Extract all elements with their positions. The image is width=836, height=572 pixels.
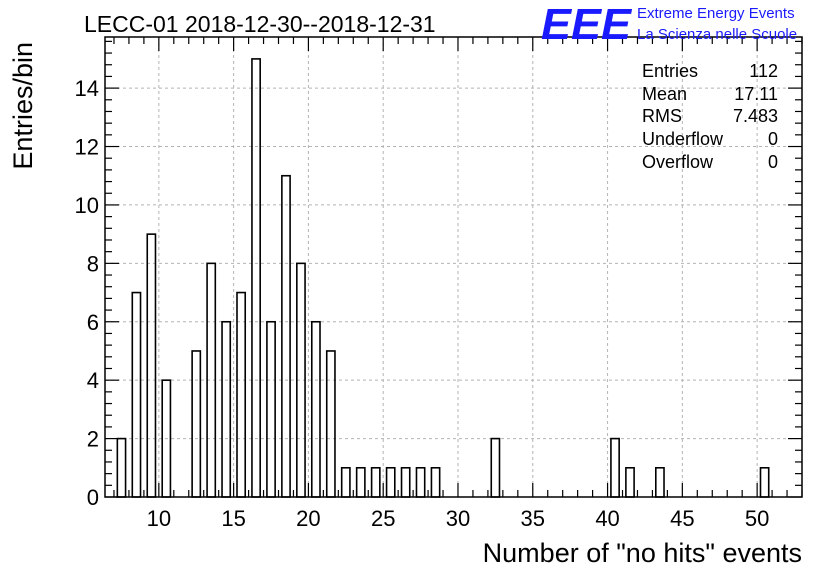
histogram-bar	[221, 320, 232, 498]
stats-mean-label: Mean	[642, 84, 687, 104]
histogram-bar	[490, 437, 501, 498]
x-tick-label: 30	[446, 506, 470, 531]
stats-entries-value: 112	[749, 61, 778, 81]
histogram-bar	[385, 466, 396, 498]
axis-ticks	[105, 37, 803, 498]
plot-frame	[104, 36, 803, 498]
histogram-bars	[116, 58, 770, 498]
histogram-bar	[610, 437, 620, 498]
logo-line-2: La Scienza nelle Scuole	[637, 26, 797, 43]
chart-title: LECC-01 2018-12-30--2018-12-31	[84, 11, 436, 37]
histogram-bar	[131, 291, 142, 498]
x-tick-label: 50	[745, 506, 769, 531]
histogram-bar	[236, 291, 247, 498]
y-tick-label: 2	[87, 427, 99, 452]
histogram-bar	[281, 174, 291, 498]
stats-mean-value: 17.11	[734, 84, 778, 104]
stats-box: Entries 112 Mean 17.11 RMS 7.483 Underfl…	[642, 61, 778, 172]
histogram-bar	[251, 58, 261, 498]
y-tick-label: 8	[87, 251, 99, 276]
stats-rms-label: RMS	[642, 106, 682, 126]
histogram-bar	[370, 466, 381, 498]
y-tick-label: 6	[87, 310, 99, 335]
x-tick-label: 35	[521, 506, 545, 531]
x-tick-label: 15	[221, 506, 245, 531]
eee-logo: EEE Extreme Energy Events La Scienza nel…	[541, 0, 797, 49]
stats-rms-value: 7.483	[733, 106, 778, 126]
histogram-bar	[759, 466, 770, 498]
stats-underflow-value: 0	[768, 129, 778, 149]
y-tick-label: 10	[75, 193, 99, 218]
histogram-bar	[430, 466, 441, 498]
x-axis-label: Number of "no hits" events	[483, 538, 802, 568]
histogram-bar	[355, 466, 366, 498]
stats-overflow-value: 0	[768, 152, 778, 172]
y-tick-label: 14	[75, 76, 99, 101]
stats-underflow-label: Underflow	[642, 129, 724, 149]
y-axis-label: Entries/bin	[8, 42, 38, 170]
y-tick-label: 4	[87, 368, 99, 393]
eee-logo-mark: EEE	[541, 0, 633, 49]
histogram-bar	[400, 466, 411, 498]
tick-labels: 10 15 20 25 30 35 40 45 50 0 2 4 6 8 10 12 14	[75, 76, 770, 531]
histogram-bar	[625, 466, 635, 498]
x-tick-label: 40	[595, 506, 619, 531]
histogram-bar	[266, 320, 276, 498]
x-tick-label: 45	[670, 506, 694, 531]
histogram-bar	[654, 466, 665, 498]
histogram-bar	[325, 350, 336, 498]
y-tick-label: 12	[75, 135, 99, 160]
histogram-bar	[340, 466, 351, 498]
grid-lines	[105, 37, 802, 497]
histogram-bar	[191, 350, 202, 498]
logo-line-1: Extreme Energy Events	[637, 5, 795, 22]
y-tick-label: 0	[87, 485, 99, 510]
histogram-bar	[146, 233, 157, 498]
stats-overflow-label: Overflow	[642, 152, 714, 172]
x-tick-label: 10	[147, 506, 171, 531]
histogram-bar	[415, 466, 426, 498]
histogram-bar	[116, 437, 127, 498]
x-tick-label: 25	[371, 506, 395, 531]
histogram-bar	[310, 320, 321, 498]
stats-entries-label: Entries	[642, 61, 698, 81]
x-tick-label: 20	[296, 506, 320, 531]
